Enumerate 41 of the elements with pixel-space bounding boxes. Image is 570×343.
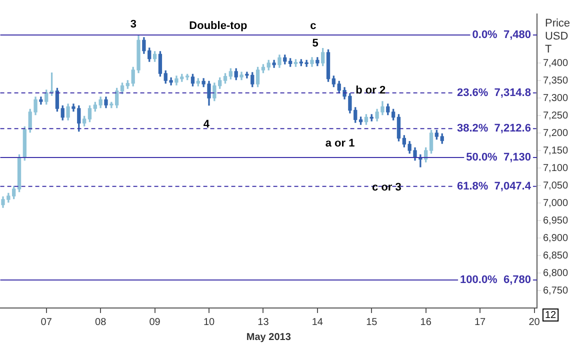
annotation: c or 3 — [372, 181, 402, 194]
y-tick-label: 6,900 — [542, 232, 568, 244]
text: 12 — [544, 310, 557, 321]
y-tick-label: 7,350 — [542, 75, 568, 86]
x-tick-label: 20 — [528, 316, 540, 328]
y-tick-label: 7,400 — [542, 58, 568, 69]
y-tick-label: 7,000 — [542, 198, 568, 209]
annotation: a or 1 — [325, 137, 355, 150]
y-tick-label: 7,300 — [542, 92, 568, 104]
annotation: 5 — [312, 37, 318, 50]
x-axis-title: May 2013 — [246, 332, 292, 343]
annotation: Double-top — [189, 20, 248, 32]
x-tick-label: 08 — [95, 316, 107, 328]
ref-line-label: 38.2% 7,212.6 — [456, 122, 531, 135]
y-tick-label: 7,100 — [542, 162, 568, 174]
x-tick-label: 14 — [312, 316, 324, 328]
y-tick-label: 7,050 — [542, 180, 568, 192]
x-tick-label: 16 — [420, 316, 432, 328]
y-tick-label: 6,800 — [542, 268, 568, 279]
x-tick-label: 15 — [366, 316, 378, 328]
annotation: c — [310, 20, 316, 32]
ref-line-label: 50.0% 7,130 — [466, 152, 531, 164]
annotation: 3 — [130, 18, 136, 30]
x-tick-label: 09 — [149, 316, 161, 328]
x-tick-label: 10 — [203, 316, 215, 328]
y-tick-label: 7,150 — [542, 145, 568, 156]
y-axis-title: Price USD T — [544, 18, 570, 56]
y-tick-label: 6,750 — [542, 285, 568, 296]
x-tick-label: 13 — [258, 316, 270, 328]
annotation: b or 2 — [356, 84, 386, 96]
y-tick-label: 6,850 — [542, 250, 568, 262]
ref-line-label: 100.0% 6,780 — [460, 274, 531, 286]
y-tick-label: 7,200 — [542, 128, 568, 139]
x-tick-label: 07 — [40, 316, 52, 328]
y-tick-label: 7,250 — [542, 110, 568, 122]
annotation: 4 — [203, 118, 210, 130]
ref-line-label: 61.8% 7,047.4 — [456, 180, 532, 192]
ref-line-label: 23.6% 7,314.8 — [456, 86, 531, 99]
x-tick-label: 17 — [474, 316, 486, 328]
ref-line-label: 0.0% 7,480 — [472, 29, 531, 42]
y-tick-label: 6,950 — [542, 215, 568, 226]
